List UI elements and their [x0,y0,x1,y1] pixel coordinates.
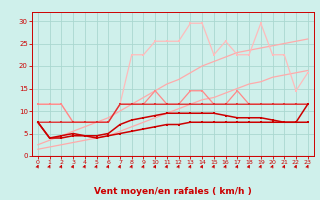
Text: Vent moyen/en rafales ( km/h ): Vent moyen/en rafales ( km/h ) [94,187,252,196]
